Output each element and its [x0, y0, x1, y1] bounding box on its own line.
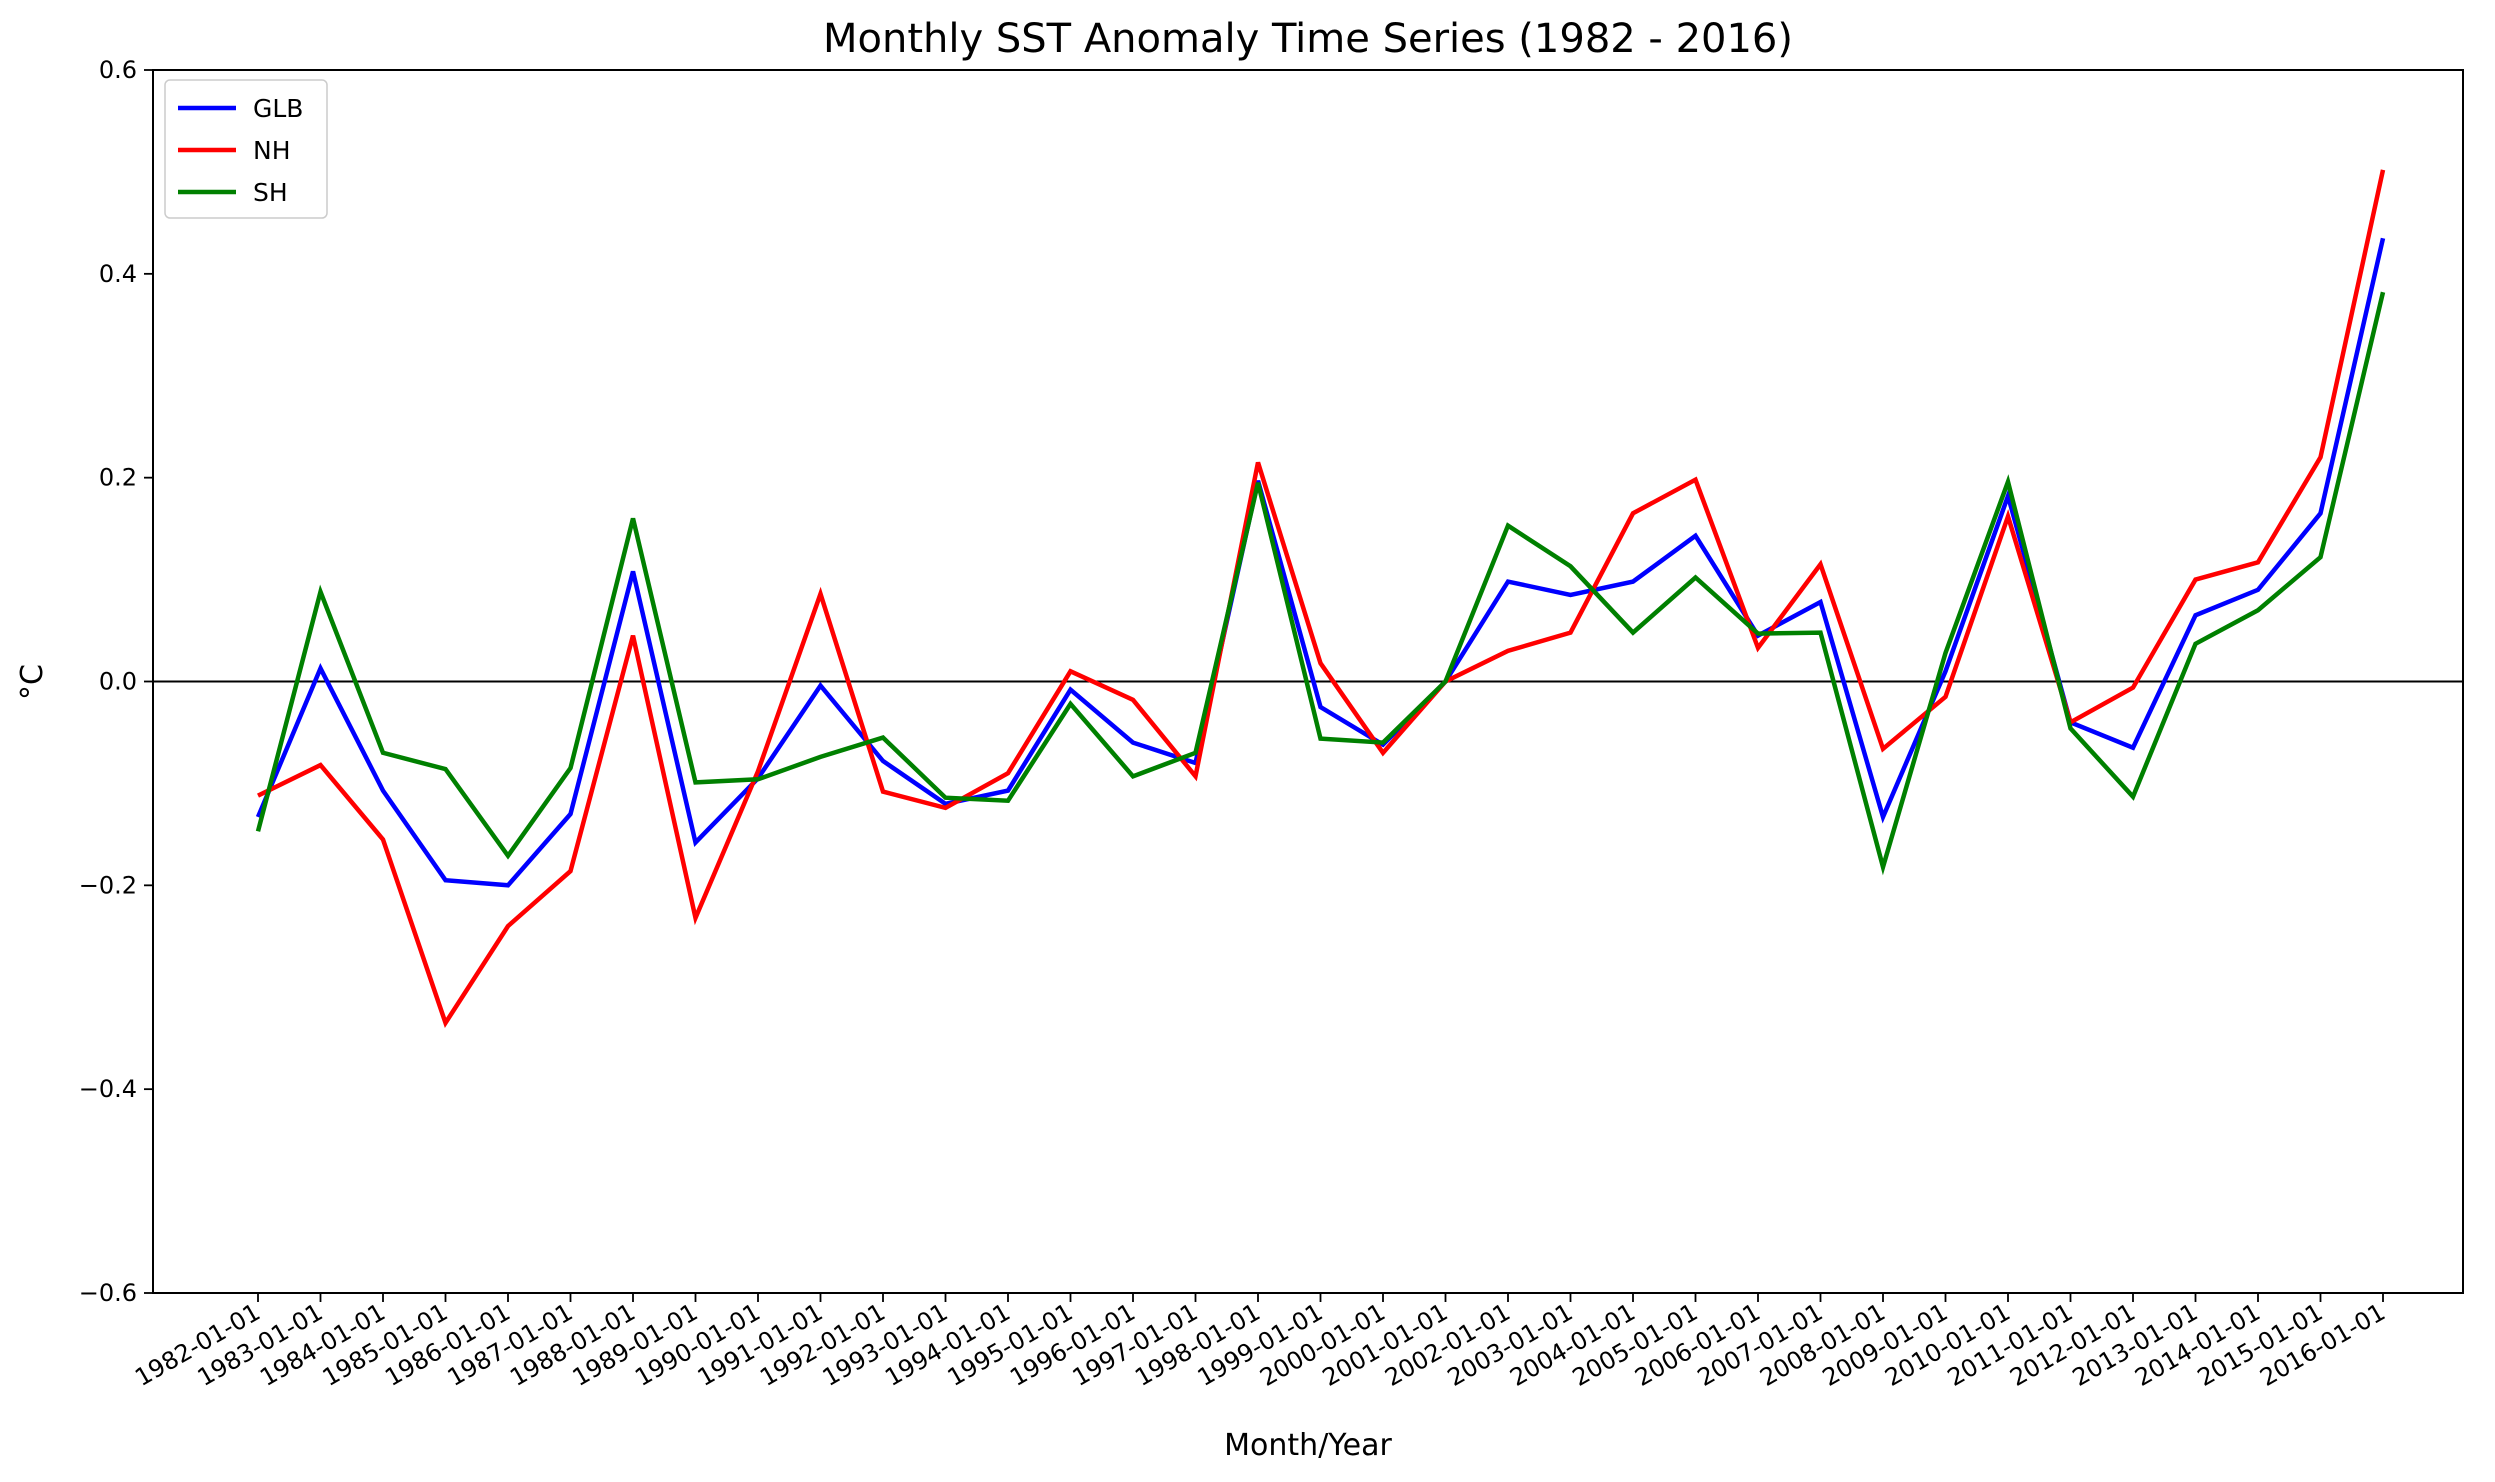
series-line-sh [255, 291, 2386, 876]
y-tick-label: 0.2 [99, 464, 137, 492]
y-tick-label: −0.6 [79, 1279, 137, 1307]
y-tick-label: −0.4 [79, 1075, 137, 1103]
legend-box [164, 79, 328, 219]
legend-label-glb: GLB [253, 94, 303, 123]
y-tick-label: −0.2 [79, 871, 137, 899]
legend-label-nh: NH [253, 136, 291, 165]
y-tick-label: 0.0 [99, 668, 137, 696]
series-line-nh [257, 169, 2386, 1029]
series-lines [255, 169, 2386, 1029]
y-axis-label: °C [15, 664, 50, 700]
plot-frame [152, 69, 2464, 1294]
x-axis-label: Month/Year [1224, 1428, 1392, 1463]
legend: GLB NH SH [164, 79, 328, 219]
legend-label-sh: SH [253, 178, 288, 207]
y-tick-label: 0.6 [99, 56, 137, 84]
chart-title: Monthly SST Anomaly Time Series (1982 - … [823, 16, 1793, 62]
y-tick-label: 0.4 [99, 260, 137, 288]
